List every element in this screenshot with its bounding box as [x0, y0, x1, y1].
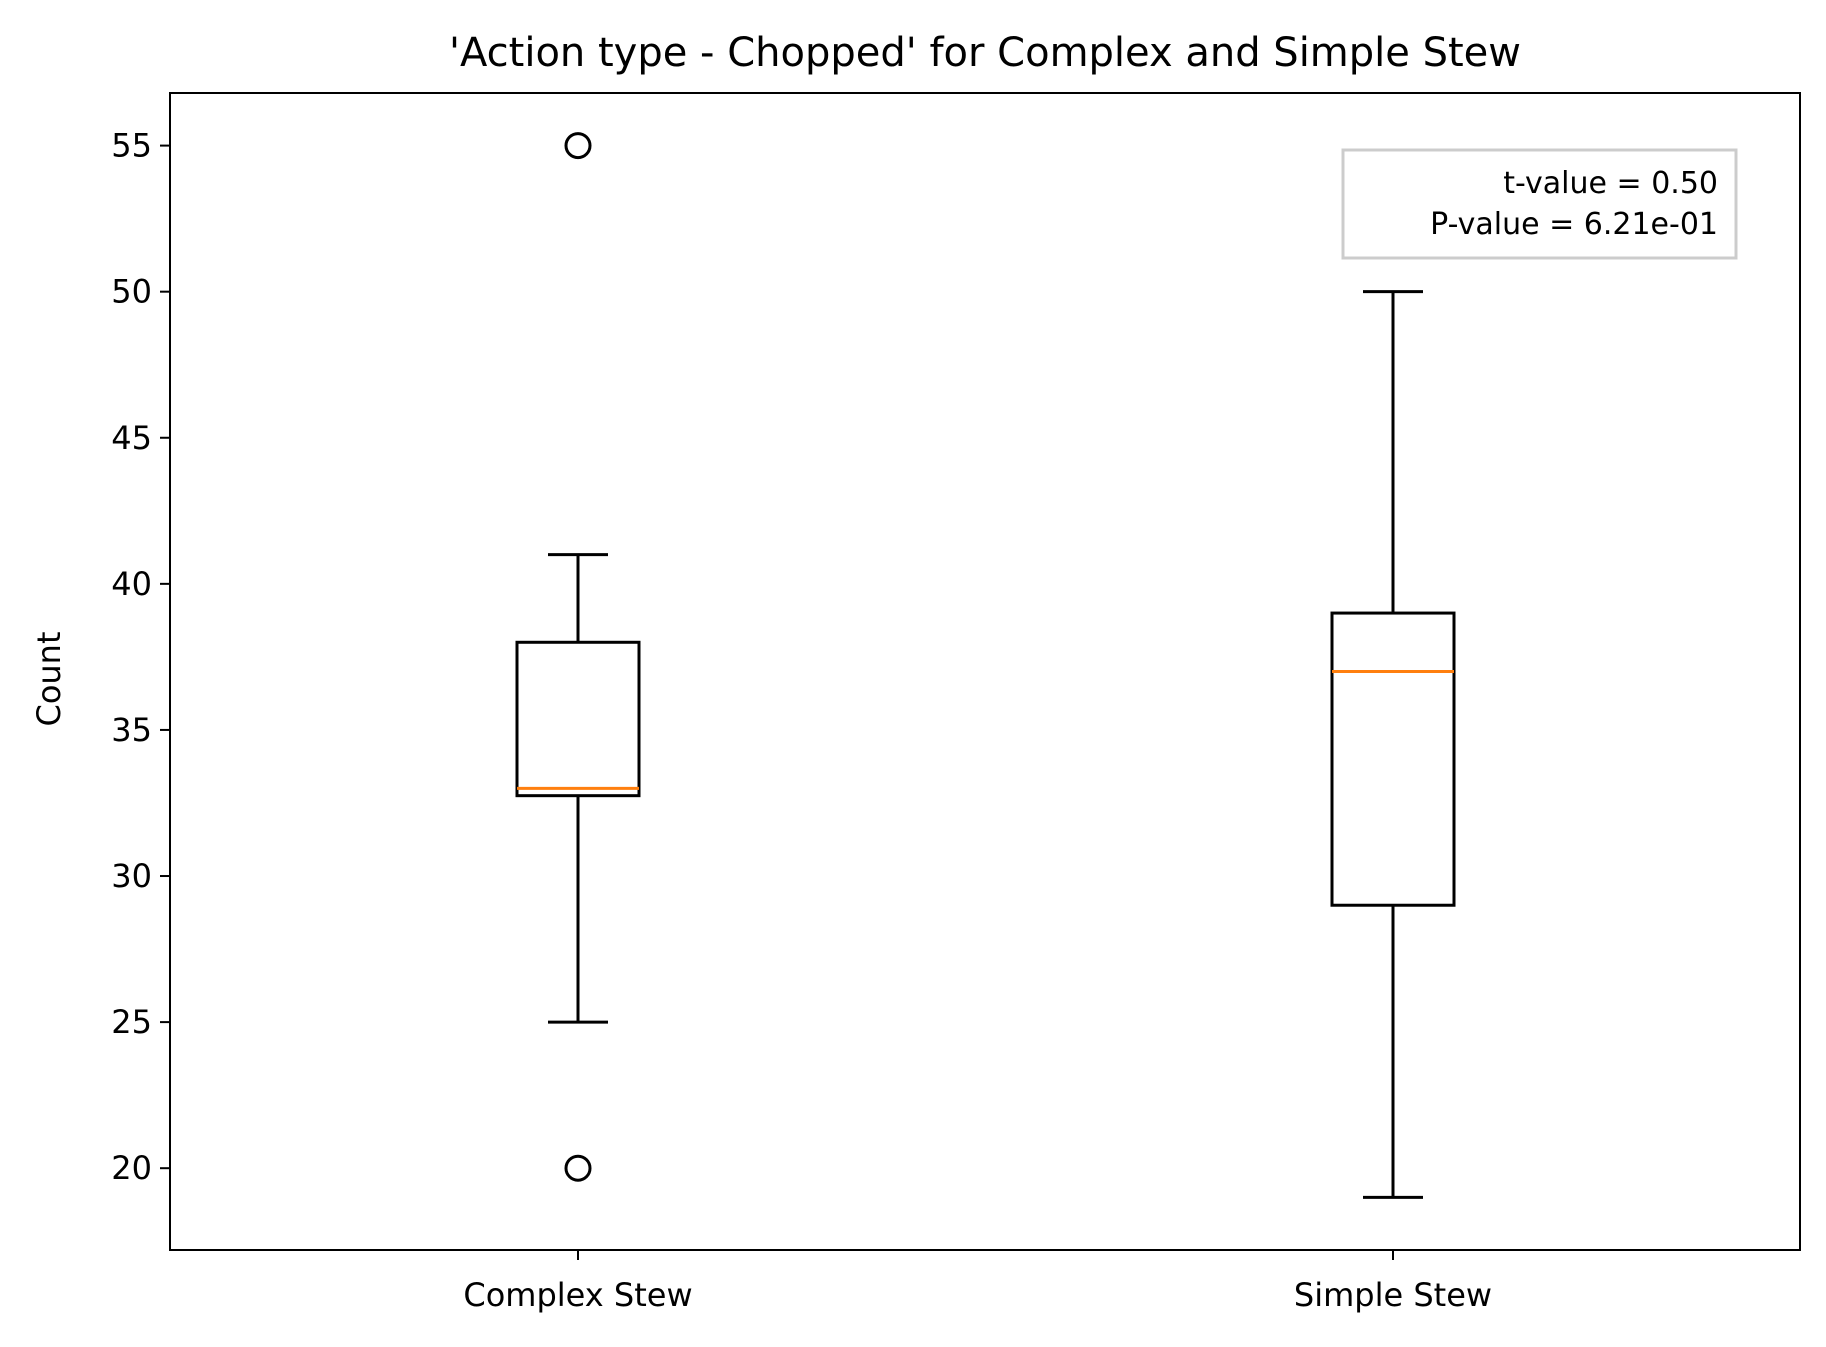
complex-stew-outlier-1 [564, 1154, 592, 1182]
y-tick-label-50: 50 [111, 273, 152, 311]
y-tick-label-40: 40 [111, 565, 152, 603]
stats-annotation-box [1341, 148, 1738, 260]
y-axis: 20 25 30 35 40 45 50 55 [111, 127, 170, 1187]
y-tick-label-20: 20 [111, 1149, 152, 1187]
y-tick-label-35: 35 [111, 711, 152, 749]
chart-title: 'Action type - Chopped' for Complex and … [449, 30, 1521, 76]
simple-stew-box [1330, 611, 1456, 907]
y-tick-label-45: 45 [111, 419, 152, 457]
y-tick-label-55: 55 [111, 127, 152, 165]
complex-stew-box [515, 640, 641, 798]
y-tick-label-25: 25 [111, 1003, 152, 1041]
p-value-text: P-value = 6.21e-01 [1430, 207, 1718, 242]
x-tick-label-complex-stew: Complex Stew [463, 1276, 692, 1314]
stats-annotation: t-value = 0.50 P-value = 6.21e-01 [1341, 148, 1738, 260]
t-value-text: t-value = 0.50 [1503, 166, 1718, 201]
x-axis: Complex Stew Simple Stew [463, 1250, 1492, 1314]
y-axis-label: Count [30, 631, 68, 726]
plot-frame [169, 92, 1801, 1251]
complex-stew-outlier-0 [564, 132, 592, 160]
x-tick-label-simple-stew: Simple Stew [1294, 1276, 1492, 1314]
boxes-group [515, 132, 1456, 1199]
y-tick-label-30: 30 [111, 857, 152, 895]
